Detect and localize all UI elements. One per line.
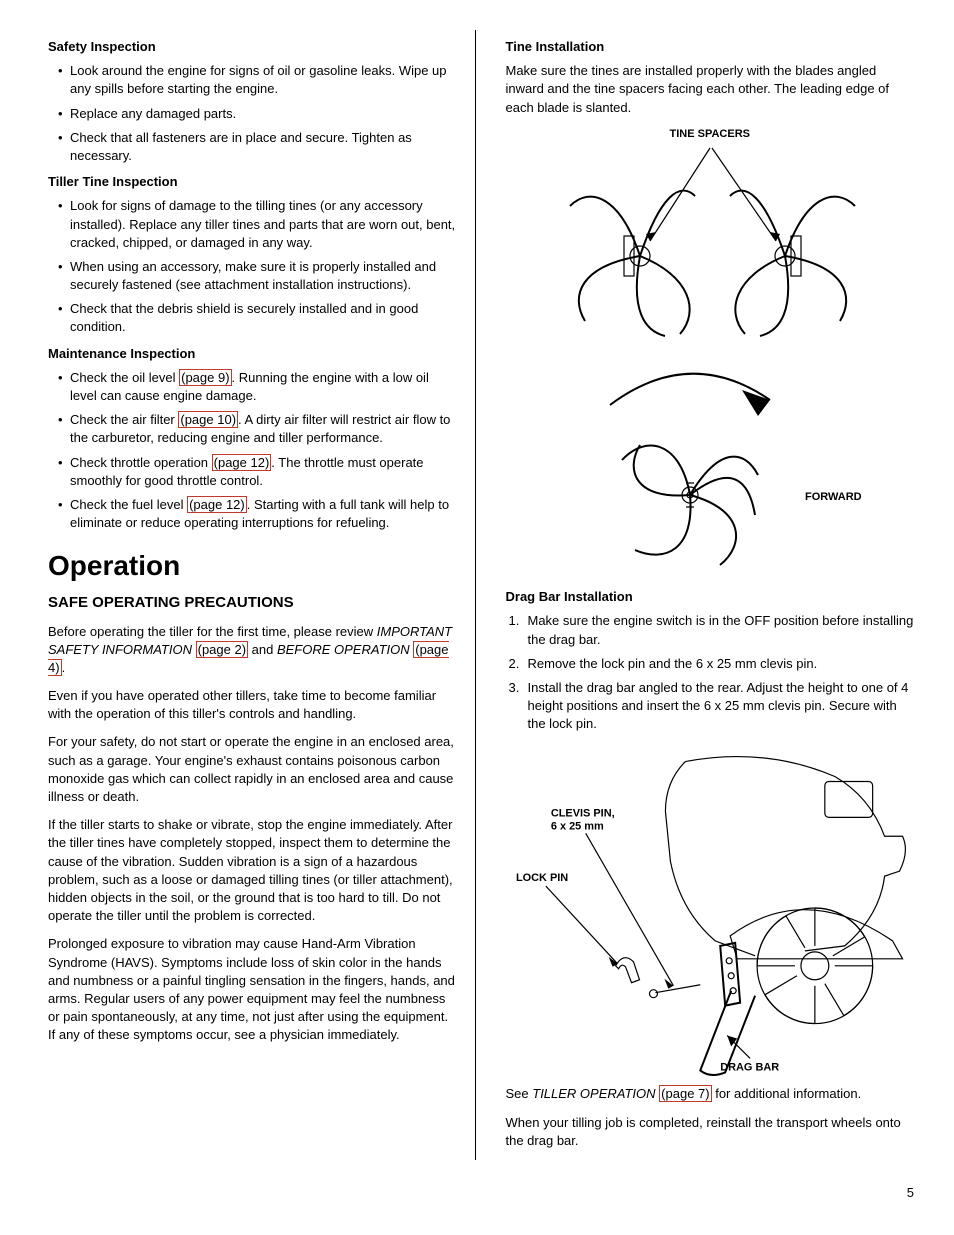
label-forward: FORWARD — [805, 491, 862, 503]
heading-tine-inspection: Tiller Tine Inspection — [48, 173, 457, 191]
page-link[interactable]: (page 12) — [187, 496, 247, 513]
text: Before operating the tiller for the firs… — [48, 624, 377, 639]
tines-diagram-icon — [550, 146, 870, 346]
list-item: Look for signs of damage to the tilling … — [48, 197, 457, 252]
right-column: Tine Installation Make sure the tines ar… — [506, 30, 915, 1160]
list-number: 1. — [509, 612, 520, 630]
heading-maintenance-inspection: Maintenance Inspection — [48, 345, 457, 363]
text-italic: TILLER OPERATION — [532, 1086, 655, 1101]
text: Make sure the engine switch is in the OF… — [528, 613, 914, 646]
list-drag-bar: 1. Make sure the engine switch is in the … — [506, 612, 915, 733]
page-link[interactable]: (page 9) — [179, 369, 231, 386]
text: Install the drag bar angled to the rear.… — [528, 680, 909, 731]
label-clevis-2: 6 x 25 mm — [550, 821, 603, 833]
list-item: Check that all fasteners are in place an… — [48, 129, 457, 165]
list-item: 2. Remove the lock pin and the 6 x 25 mm … — [506, 655, 915, 673]
text: See — [506, 1086, 533, 1101]
list-item: Check the oil level (page 9). Running th… — [48, 369, 457, 405]
text: for additional information. — [712, 1086, 862, 1101]
list-item: Check that the debris shield is securely… — [48, 300, 457, 336]
paragraph: Before operating the tiller for the firs… — [48, 623, 457, 678]
heading-safety-inspection: Safety Inspection — [48, 38, 457, 56]
list-tine-inspection: Look for signs of damage to the tilling … — [48, 197, 457, 336]
paragraph: Make sure the tines are installed proper… — [506, 62, 915, 117]
list-number: 3. — [509, 679, 520, 697]
page-link[interactable]: (page 10) — [178, 411, 238, 428]
figure-tine-rotation: FORWARD — [506, 350, 915, 580]
paragraph: For your safety, do not start or operate… — [48, 733, 457, 806]
list-item: Check the fuel level (page 12). Starting… — [48, 496, 457, 532]
text: . — [62, 660, 66, 675]
figure-tines-top — [506, 146, 915, 346]
left-column: Safety Inspection Look around the engine… — [48, 30, 476, 1160]
paragraph: If the tiller starts to shake or vibrate… — [48, 816, 457, 925]
text: Check the air filter — [70, 412, 178, 427]
list-number: 2. — [509, 655, 520, 673]
list-item: 1. Make sure the engine switch is in the … — [506, 612, 915, 648]
page-number: 5 — [48, 1184, 914, 1202]
paragraph: Prolonged exposure to vibration may caus… — [48, 935, 457, 1044]
text-italic: BEFORE OPERATION — [277, 642, 410, 657]
list-maintenance-inspection: Check the oil level (page 9). Running th… — [48, 369, 457, 533]
paragraph: When your tilling job is completed, rein… — [506, 1114, 915, 1150]
heading-drag-bar: Drag Bar Installation — [506, 588, 915, 606]
text: Check the fuel level — [70, 497, 187, 512]
figure-drag-bar: CLEVIS PIN, 6 x 25 mm LOCK PIN DRAG BAR — [506, 741, 915, 1081]
paragraph: See TILLER OPERATION (page 7) for additi… — [506, 1085, 915, 1103]
list-item: Check the air filter (page 10). A dirty … — [48, 411, 457, 447]
drag-bar-diagram-icon: CLEVIS PIN, 6 x 25 mm LOCK PIN DRAG BAR — [506, 741, 915, 1081]
heading-operation: Operation — [48, 546, 457, 585]
page-link[interactable]: (page 7) — [659, 1085, 711, 1102]
heading-tine-installation: Tine Installation — [506, 38, 915, 56]
heading-safe-precautions: SAFE OPERATING PRECAUTIONS — [48, 592, 457, 613]
label-clevis-1: CLEVIS PIN, — [550, 808, 614, 820]
text: Check throttle operation — [70, 455, 212, 470]
label-tine-spacers: TINE SPACERS — [506, 127, 915, 142]
text: Remove the lock pin and the 6 x 25 mm cl… — [528, 656, 818, 671]
rotation-diagram-icon: FORWARD — [540, 350, 880, 580]
list-item: Replace any damaged parts. — [48, 105, 457, 123]
text: and — [248, 642, 277, 657]
two-column-layout: Safety Inspection Look around the engine… — [48, 30, 914, 1160]
page-link[interactable]: (page 12) — [212, 454, 272, 471]
list-item: Look around the engine for signs of oil … — [48, 62, 457, 98]
label-lock-pin: LOCK PIN — [515, 873, 567, 885]
list-item: 3. Install the drag bar angled to the rea… — [506, 679, 915, 734]
page-link[interactable]: (page 2) — [196, 641, 248, 658]
paragraph: Even if you have operated other tillers,… — [48, 687, 457, 723]
list-item: When using an accessory, make sure it is… — [48, 258, 457, 294]
list-safety-inspection: Look around the engine for signs of oil … — [48, 62, 457, 165]
list-item: Check throttle operation (page 12). The … — [48, 454, 457, 490]
text: Check the oil level — [70, 370, 179, 385]
label-drag-bar: DRAG BAR — [720, 1062, 779, 1074]
